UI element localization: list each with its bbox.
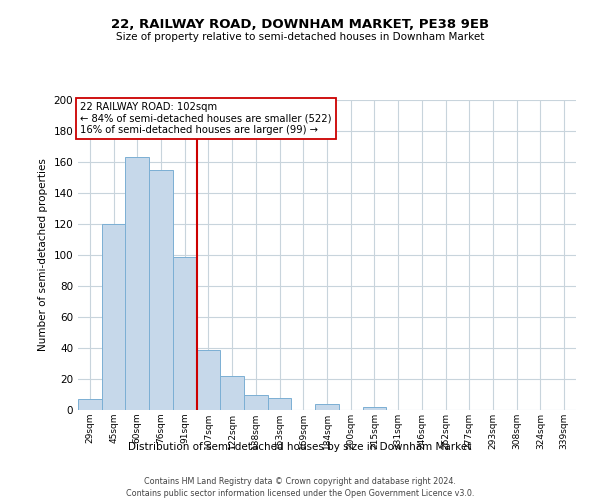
Text: Contains public sector information licensed under the Open Government Licence v3: Contains public sector information licen… <box>126 489 474 498</box>
Text: 22 RAILWAY ROAD: 102sqm
← 84% of semi-detached houses are smaller (522)
16% of s: 22 RAILWAY ROAD: 102sqm ← 84% of semi-de… <box>80 102 332 134</box>
Bar <box>197 350 220 410</box>
Text: 22, RAILWAY ROAD, DOWNHAM MARKET, PE38 9EB: 22, RAILWAY ROAD, DOWNHAM MARKET, PE38 9… <box>111 18 489 30</box>
Bar <box>125 158 149 410</box>
Bar <box>220 376 244 410</box>
Text: Contains HM Land Registry data © Crown copyright and database right 2024.: Contains HM Land Registry data © Crown c… <box>144 478 456 486</box>
Bar <box>268 398 292 410</box>
Bar <box>244 394 268 410</box>
Bar <box>315 404 339 410</box>
Bar <box>149 170 173 410</box>
Bar <box>173 256 197 410</box>
Bar <box>362 407 386 410</box>
Text: Distribution of semi-detached houses by size in Downham Market: Distribution of semi-detached houses by … <box>128 442 472 452</box>
Y-axis label: Number of semi-detached properties: Number of semi-detached properties <box>38 158 48 352</box>
Bar <box>78 399 102 410</box>
Text: Size of property relative to semi-detached houses in Downham Market: Size of property relative to semi-detach… <box>116 32 484 42</box>
Bar <box>102 224 125 410</box>
